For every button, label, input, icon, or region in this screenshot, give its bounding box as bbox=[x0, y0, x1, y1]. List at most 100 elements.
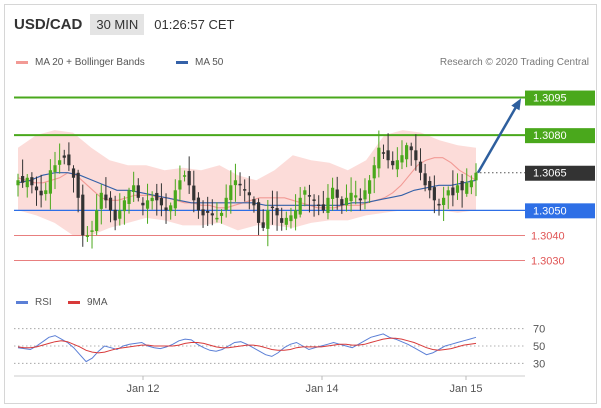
chart-header: USD/CAD 30 MIN 01:26:57 CET bbox=[14, 12, 234, 36]
candle-body-76 bbox=[367, 180, 372, 194]
x-tick-label-0: Jan 12 bbox=[126, 383, 159, 395]
candle-body-79 bbox=[381, 152, 386, 154]
level-label-4: 1.3040 bbox=[531, 230, 565, 242]
candle-body-58 bbox=[284, 217, 288, 225]
candle-body-44 bbox=[219, 212, 224, 216]
candle-body-14 bbox=[81, 194, 85, 236]
candle-body-65 bbox=[317, 204, 321, 207]
candle-body-18 bbox=[99, 192, 103, 209]
candle-body-5 bbox=[39, 190, 43, 196]
candle-body-78 bbox=[377, 147, 381, 169]
candle-body-77 bbox=[372, 165, 376, 179]
level-badge-2 bbox=[525, 165, 595, 181]
candle-body-67 bbox=[326, 197, 330, 213]
candle-body-3 bbox=[30, 177, 34, 186]
candle-body-48 bbox=[238, 183, 242, 186]
candle-body-80 bbox=[386, 150, 390, 161]
candle-body-85 bbox=[409, 146, 413, 151]
level-label-0: 1.3095 bbox=[533, 93, 567, 105]
candle-body-4 bbox=[34, 186, 39, 191]
candle-body-95 bbox=[455, 185, 460, 193]
level-badge-1 bbox=[525, 128, 595, 144]
candle-body-13 bbox=[76, 172, 80, 198]
candle-body-94 bbox=[451, 187, 455, 196]
candle-body-75 bbox=[363, 190, 367, 200]
candle-body-63 bbox=[307, 195, 312, 197]
candle-body-1 bbox=[21, 176, 25, 183]
candle-body-82 bbox=[395, 160, 399, 170]
candle-body-21 bbox=[113, 209, 117, 221]
candle-body-98 bbox=[469, 180, 473, 188]
candle-body-61 bbox=[298, 197, 302, 215]
candle-body-96 bbox=[460, 180, 464, 191]
candle-body-55 bbox=[270, 206, 275, 209]
candle-body-60 bbox=[293, 210, 298, 219]
candle-body-70 bbox=[340, 199, 344, 206]
legend-ma50[interactable]: MA 50 bbox=[176, 57, 223, 68]
candle-body-92 bbox=[442, 197, 446, 206]
ma9-swatch-icon bbox=[68, 301, 80, 304]
research-credit: Research © 2020 Trading Central bbox=[439, 57, 589, 68]
candle-body-0 bbox=[16, 180, 20, 186]
candle-body-37 bbox=[187, 171, 191, 186]
candle-body-56 bbox=[275, 208, 279, 216]
x-tick-label-2: Jan 15 bbox=[449, 383, 482, 395]
candle-body-41 bbox=[206, 210, 210, 213]
candle-body-69 bbox=[335, 189, 339, 198]
legend-rsi-label: RSI bbox=[35, 297, 52, 308]
level-label-3: 1.3050 bbox=[533, 205, 567, 217]
candle-body-16 bbox=[90, 230, 94, 232]
legend-ma50-label: MA 50 bbox=[195, 57, 224, 68]
candle-body-66 bbox=[321, 204, 325, 211]
candle-body-17 bbox=[95, 210, 99, 232]
rsi-level-label-0: 70 bbox=[533, 324, 545, 336]
candle-body-45 bbox=[224, 197, 228, 210]
candle-body-72 bbox=[349, 192, 353, 202]
symbol-label[interactable]: USD/CAD bbox=[14, 15, 83, 33]
candle-body-71 bbox=[344, 197, 349, 206]
candle-body-89 bbox=[428, 180, 432, 191]
legend-rsi[interactable]: RSI bbox=[16, 297, 52, 308]
legend-ma20[interactable]: MA 20 + Bollinger Bands bbox=[16, 57, 145, 68]
candle-body-32 bbox=[164, 207, 168, 211]
candle-body-34 bbox=[173, 190, 177, 209]
level-label-1: 1.3080 bbox=[533, 130, 567, 142]
ma50-swatch-icon bbox=[176, 61, 188, 64]
ma20-swatch-icon bbox=[16, 61, 28, 64]
candle-body-27 bbox=[141, 202, 145, 206]
candle-body-12 bbox=[71, 168, 76, 178]
candle-body-52 bbox=[256, 202, 261, 223]
candle-body-87 bbox=[418, 161, 423, 173]
candle-body-11 bbox=[67, 154, 71, 166]
candle-body-33 bbox=[169, 205, 173, 212]
level-badge-3 bbox=[525, 203, 595, 219]
candle-body-39 bbox=[196, 197, 201, 211]
x-tick-label-1: Jan 14 bbox=[305, 383, 338, 395]
candle-body-2 bbox=[25, 177, 29, 188]
candle-body-30 bbox=[155, 192, 159, 201]
timeframe-badge[interactable]: 30 MIN bbox=[90, 13, 145, 35]
candle-body-81 bbox=[391, 160, 395, 166]
candle-body-10 bbox=[62, 155, 66, 158]
candle-body-23 bbox=[122, 200, 127, 212]
legend-ma9[interactable]: 9MA bbox=[68, 297, 108, 308]
rsi-level-label-1: 50 bbox=[533, 341, 545, 353]
candle-body-73 bbox=[354, 195, 358, 198]
candle-body-97 bbox=[465, 182, 469, 194]
candle-body-7 bbox=[48, 170, 52, 194]
candle-body-99 bbox=[474, 172, 478, 181]
candle-body-31 bbox=[159, 198, 164, 206]
candle-body-59 bbox=[289, 215, 293, 222]
candle-body-20 bbox=[108, 197, 113, 211]
candle-body-54 bbox=[266, 210, 270, 229]
candle-body-22 bbox=[118, 210, 122, 219]
candle-body-91 bbox=[437, 203, 441, 206]
candle-body-24 bbox=[127, 190, 131, 204]
level-label-5: 1.3030 bbox=[531, 255, 565, 267]
candle-body-62 bbox=[303, 190, 307, 195]
ma50-line bbox=[17, 172, 477, 206]
candle-body-15 bbox=[85, 235, 89, 237]
rsi-line bbox=[17, 333, 477, 363]
legend-ma9-label: 9MA bbox=[87, 297, 108, 308]
